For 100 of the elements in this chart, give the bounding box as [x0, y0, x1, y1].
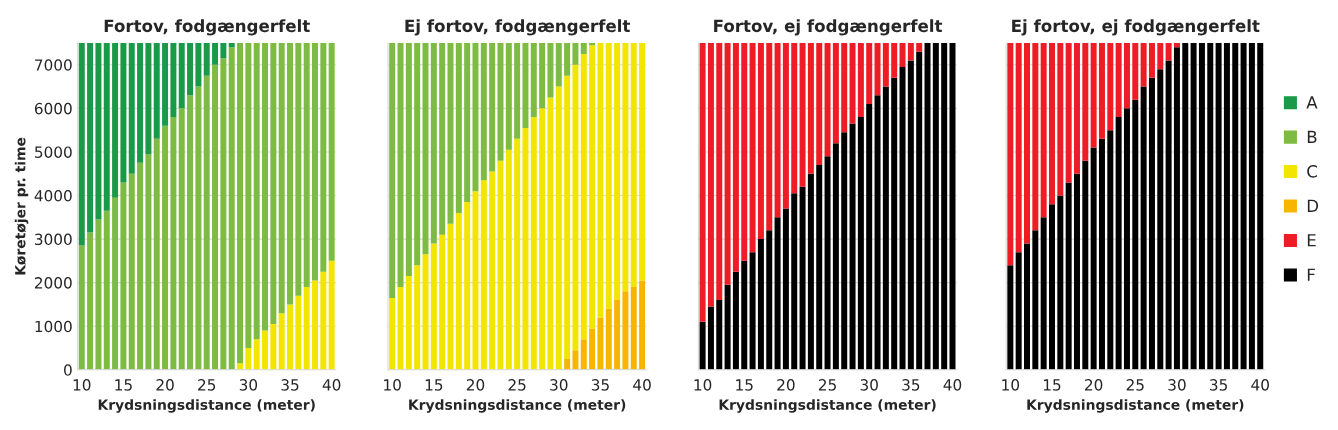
bar: [287, 43, 294, 305]
bar: [932, 43, 939, 370]
bar: [489, 171, 496, 370]
bar: [220, 58, 227, 370]
bar: [312, 43, 319, 281]
bar: [630, 43, 637, 288]
bar: [1207, 43, 1214, 370]
chart-title: Fortov, ej fodgængerfelt: [714, 19, 943, 36]
x-axis-title: Krydsningsdistance (meter): [1027, 399, 1244, 413]
bar: [253, 43, 260, 340]
bar: [455, 43, 462, 213]
bar: [916, 43, 923, 52]
bar: [924, 43, 931, 370]
bar: [699, 43, 706, 322]
bar: [941, 43, 948, 370]
bar: [414, 265, 421, 370]
bar: [187, 95, 194, 370]
x-tick-label: 10: [694, 379, 712, 391]
y-axis-title: Køretøjer pr. time: [14, 137, 29, 275]
bar: [1198, 43, 1205, 370]
x-tick-label: 30: [1168, 379, 1186, 391]
bar: [589, 43, 596, 46]
bar: [891, 43, 898, 78]
bar: [203, 43, 210, 76]
bar: [1107, 130, 1114, 370]
bar: [447, 43, 454, 224]
bar: [907, 60, 914, 370]
bar: [572, 350, 579, 370]
chart-title: Ej fortov, ej fodgængerfelt: [1012, 19, 1260, 36]
bar: [874, 95, 881, 370]
bar: [741, 43, 748, 261]
bar: [732, 43, 739, 272]
bar: [882, 86, 889, 370]
bar: [1098, 138, 1105, 370]
bar: [572, 64, 579, 351]
bar: [597, 43, 604, 318]
bar: [724, 43, 731, 285]
bar: [1040, 43, 1047, 218]
bar: [807, 43, 814, 174]
bar: [749, 252, 756, 370]
bar: [791, 43, 798, 194]
x-tick-label: 20: [156, 379, 174, 391]
bar: [1215, 43, 1222, 370]
y-tick-label: 3000: [35, 233, 72, 246]
bar: [422, 43, 429, 255]
bar: [480, 43, 487, 181]
bar: [1140, 43, 1147, 87]
bar: [1248, 43, 1255, 370]
bar: [220, 43, 227, 59]
y-tick-label: 0: [64, 364, 72, 376]
bar: [716, 43, 723, 301]
bar: [312, 280, 319, 370]
bar: [1024, 243, 1030, 370]
x-tick-label: 40: [633, 379, 651, 391]
y-tick-label: 5000: [35, 146, 72, 158]
bar: [389, 43, 396, 298]
bar: [539, 108, 546, 370]
x-tick-label: 15: [425, 379, 443, 391]
bar: [514, 138, 521, 370]
bar: [422, 254, 429, 370]
bar: [741, 260, 748, 370]
bar: [489, 43, 496, 172]
x-tick-label: 10: [1002, 379, 1020, 391]
bar: [1157, 69, 1164, 370]
x-tick-label: 30: [860, 379, 878, 391]
bar: [824, 156, 831, 370]
bar: [228, 47, 235, 370]
bar: [766, 43, 773, 231]
bar: [857, 117, 864, 370]
bar: [1107, 43, 1114, 131]
bar: [539, 43, 546, 109]
bar: [472, 43, 479, 192]
x-axis-title: Krydsningsdistance (meter): [98, 399, 315, 413]
bar: [807, 173, 814, 370]
bar: [816, 165, 823, 370]
bar: [1098, 43, 1105, 139]
bar: [505, 43, 512, 150]
x-tick-label: 35: [591, 379, 609, 391]
bar: [555, 86, 562, 370]
bar: [145, 154, 152, 370]
bar: [1090, 43, 1097, 148]
bar: [589, 328, 596, 370]
bar: [447, 223, 454, 370]
bar: [580, 339, 587, 370]
bar: [389, 297, 396, 370]
bar: [95, 43, 102, 220]
legend-label: F: [1307, 268, 1315, 281]
bar: [949, 43, 956, 370]
bar: [103, 43, 110, 211]
bar: [112, 43, 119, 198]
bar: [153, 138, 160, 370]
bar: [405, 276, 412, 370]
bar: [899, 43, 906, 67]
bar: [899, 66, 906, 370]
bar: [128, 43, 135, 174]
bar: [555, 43, 562, 87]
bar: [405, 43, 412, 277]
bar: [303, 43, 310, 288]
bar: [916, 51, 923, 370]
bar: [137, 162, 144, 370]
